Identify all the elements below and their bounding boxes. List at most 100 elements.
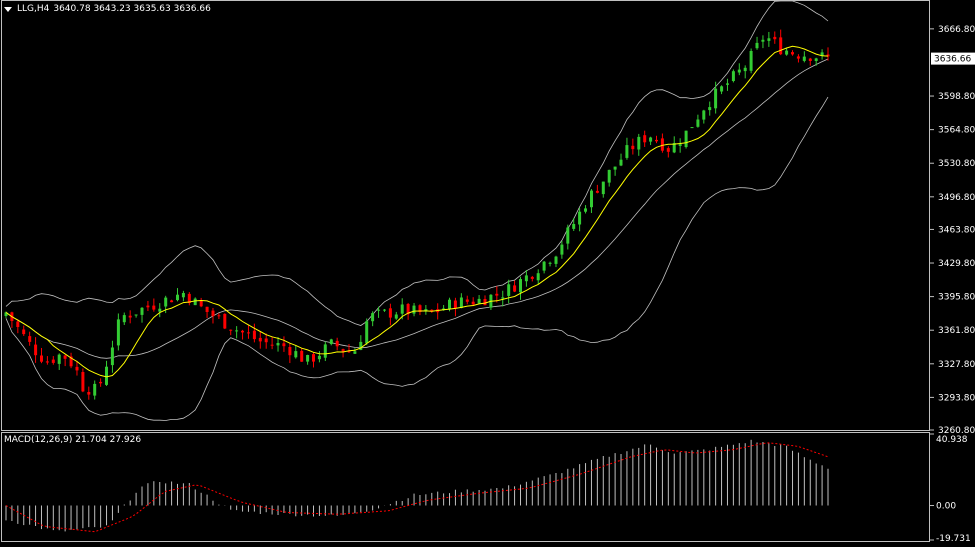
candle	[578, 208, 582, 232]
candle	[329, 338, 333, 346]
candle-body	[578, 211, 582, 225]
candle-body	[116, 319, 120, 346]
candle-body	[625, 145, 629, 158]
candle	[767, 31, 771, 47]
candle	[536, 269, 540, 285]
candle-body	[99, 381, 103, 384]
candles	[4, 29, 830, 400]
candle-body	[820, 52, 824, 56]
macd-title: MACD(12,26,9) 21.704 27.926	[4, 435, 141, 445]
dropdown-triangle-icon[interactable]	[4, 6, 12, 12]
candle-body	[170, 300, 174, 303]
candle-body	[229, 329, 233, 331]
candle-body	[406, 304, 410, 315]
candle-body	[826, 54, 830, 57]
candle	[507, 279, 511, 304]
candle	[424, 304, 428, 315]
candle-body	[146, 305, 150, 308]
candle	[170, 299, 174, 303]
candle	[560, 241, 564, 259]
candle-body	[140, 307, 144, 315]
candle	[572, 217, 576, 231]
candle-body	[329, 339, 333, 344]
candle-body	[400, 304, 404, 314]
candle-body	[666, 148, 670, 152]
candle	[394, 311, 398, 320]
candle-body	[359, 341, 363, 350]
price-tick-label: 3598.80	[938, 92, 975, 102]
candle-body	[672, 143, 676, 153]
last-price-tag	[931, 52, 975, 65]
candle-body	[619, 159, 623, 166]
candle-body	[601, 181, 605, 195]
candle-body	[814, 58, 818, 61]
candle-body	[418, 305, 422, 312]
candle-body	[678, 144, 682, 146]
candle-body	[388, 308, 392, 318]
candle	[383, 308, 386, 312]
candle	[702, 109, 706, 124]
candle	[619, 153, 623, 167]
candle-body	[335, 340, 339, 347]
candle	[814, 57, 818, 66]
price-tick-label: 3429.80	[938, 259, 975, 269]
candle	[40, 347, 43, 364]
candle	[660, 133, 664, 153]
candle-body	[779, 37, 783, 55]
candle	[264, 333, 268, 349]
candle	[796, 54, 800, 63]
candle-body	[158, 308, 162, 312]
candle-body	[743, 67, 747, 72]
price-tick-label: 3530.80	[938, 159, 975, 169]
candle	[820, 49, 824, 60]
candle-body	[40, 355, 43, 362]
candle	[276, 337, 280, 352]
candle	[755, 36, 759, 50]
candle-body	[560, 244, 564, 255]
candle	[199, 297, 203, 308]
candle	[110, 340, 114, 373]
candle-body	[720, 86, 724, 92]
candle	[365, 318, 369, 346]
candle	[743, 65, 747, 79]
candle	[779, 29, 783, 56]
candle	[294, 345, 298, 359]
candle	[87, 386, 91, 400]
candle	[607, 169, 611, 187]
candle-body	[276, 343, 280, 346]
candle	[791, 50, 794, 56]
candle	[726, 78, 729, 91]
candle-body	[459, 297, 463, 308]
candle	[678, 138, 682, 153]
candle	[28, 331, 32, 346]
candle	[116, 313, 120, 351]
candle-body	[252, 330, 256, 340]
candle	[241, 329, 244, 340]
candle-body	[572, 224, 576, 229]
candle	[731, 69, 735, 83]
candle	[501, 290, 505, 307]
upper-band-line	[5, 0, 829, 326]
candle	[708, 101, 712, 116]
price-tick-label: 3260.80	[938, 426, 975, 436]
candle	[519, 276, 522, 300]
candle	[205, 306, 209, 319]
candle	[258, 331, 262, 349]
candle	[436, 303, 440, 320]
candle-body	[448, 299, 451, 310]
candle-body	[595, 190, 599, 193]
macd-tick-label: 40.938	[936, 435, 968, 445]
candle-body	[530, 276, 534, 279]
candle-body	[773, 36, 777, 40]
candle-body	[323, 344, 327, 358]
candle-body	[75, 366, 79, 371]
candle	[613, 166, 617, 176]
candle	[45, 356, 49, 365]
candle-body	[270, 344, 274, 346]
candle	[146, 300, 150, 312]
ohlc-values: 3640.78 3643.23 3635.63 3636.66	[53, 4, 211, 14]
price-tick-label: 3361.80	[938, 326, 975, 336]
moving-average-line	[5, 45, 829, 378]
